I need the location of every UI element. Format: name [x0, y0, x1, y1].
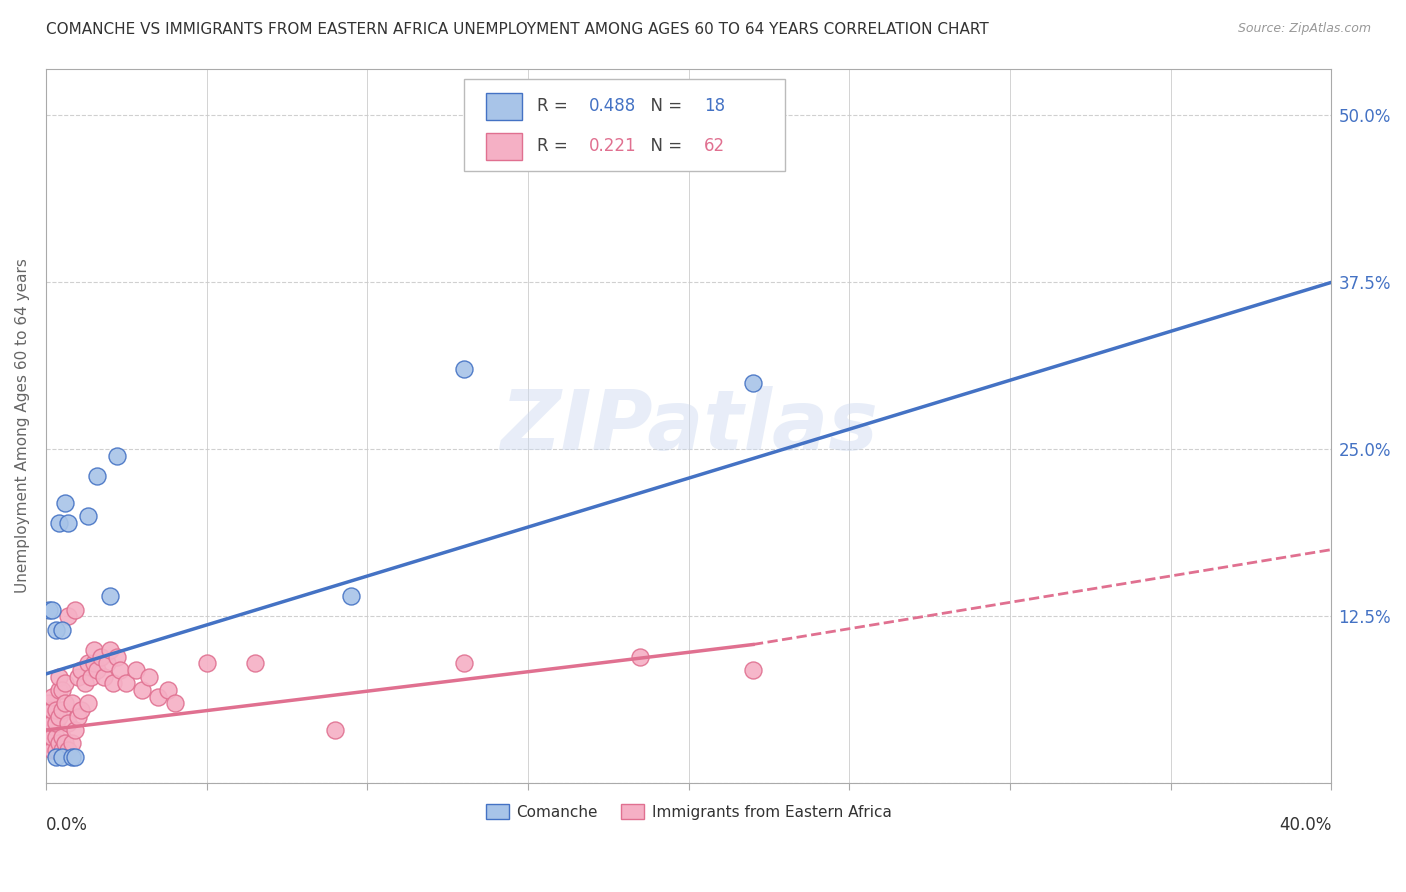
Point: [51, 730, 73, 744]
Point: [51, 703, 73, 717]
Point: [38, 736, 60, 750]
Point: [73, 676, 96, 690]
Text: 0.0%: 0.0%: [46, 815, 87, 834]
Text: 0.488: 0.488: [589, 97, 636, 115]
Point: [48, 736, 70, 750]
FancyBboxPatch shape: [464, 79, 785, 170]
Point: [630, 649, 652, 664]
Text: ZIPatlas: ZIPatlas: [499, 385, 877, 467]
Point: [45, 716, 67, 731]
Point: [45, 743, 67, 757]
Point: [41, 730, 63, 744]
Point: [90, 649, 112, 664]
Point: [48, 516, 70, 530]
Point: [41, 603, 63, 617]
Point: [195, 657, 218, 671]
Point: [53, 676, 76, 690]
Text: R =: R =: [537, 137, 574, 155]
Point: [45, 749, 67, 764]
Point: [105, 449, 128, 463]
Point: [48, 682, 70, 697]
Point: [163, 696, 186, 710]
Point: [63, 723, 86, 737]
Point: [70, 703, 93, 717]
Point: [58, 716, 80, 731]
Point: [103, 676, 125, 690]
Text: COMANCHE VS IMMIGRANTS FROM EASTERN AFRICA UNEMPLOYMENT AMONG AGES 60 TO 64 YEAR: COMANCHE VS IMMIGRANTS FROM EASTERN AFRI…: [46, 22, 990, 37]
Text: 62: 62: [704, 137, 725, 155]
Point: [51, 743, 73, 757]
Point: [45, 730, 67, 744]
Point: [105, 649, 128, 664]
Bar: [485, 93, 522, 120]
Text: Source: ZipAtlas.com: Source: ZipAtlas.com: [1237, 22, 1371, 36]
Point: [38, 723, 60, 737]
Point: [80, 669, 103, 683]
Point: [70, 663, 93, 677]
Point: [115, 676, 138, 690]
Point: [53, 696, 76, 710]
Legend: Comanche, Immigrants from Eastern Africa: Comanche, Immigrants from Eastern Africa: [479, 797, 897, 826]
Point: [58, 516, 80, 530]
Point: [76, 696, 98, 710]
Text: 0.221: 0.221: [589, 137, 636, 155]
Point: [86, 663, 108, 677]
Text: N =: N =: [640, 137, 688, 155]
Point: [45, 623, 67, 637]
Point: [60, 696, 83, 710]
Text: 18: 18: [704, 97, 725, 115]
Point: [38, 709, 60, 723]
Point: [148, 690, 170, 704]
Point: [243, 657, 266, 671]
Point: [98, 590, 121, 604]
Point: [453, 362, 475, 376]
Point: [340, 590, 363, 604]
Point: [60, 736, 83, 750]
Point: [48, 669, 70, 683]
Point: [58, 609, 80, 624]
Point: [41, 743, 63, 757]
Point: [83, 643, 105, 657]
Point: [41, 690, 63, 704]
Point: [45, 703, 67, 717]
Point: [453, 657, 475, 671]
Text: 40.0%: 40.0%: [1279, 815, 1331, 834]
Point: [67, 669, 90, 683]
Point: [98, 643, 121, 657]
Point: [53, 736, 76, 750]
Point: [138, 669, 160, 683]
Point: [41, 703, 63, 717]
Point: [157, 682, 180, 697]
Point: [108, 663, 131, 677]
Text: R =: R =: [537, 97, 574, 115]
Point: [51, 623, 73, 637]
Point: [323, 723, 346, 737]
Point: [76, 657, 98, 671]
Point: [96, 657, 118, 671]
Point: [53, 496, 76, 510]
Point: [67, 709, 90, 723]
Point: [41, 716, 63, 731]
Point: [58, 743, 80, 757]
Point: [51, 682, 73, 697]
Point: [63, 603, 86, 617]
Point: [125, 663, 148, 677]
Point: [86, 469, 108, 483]
Point: [76, 509, 98, 524]
Point: [51, 749, 73, 764]
Point: [742, 376, 765, 390]
Point: [48, 709, 70, 723]
Y-axis label: Unemployment Among Ages 60 to 64 years: Unemployment Among Ages 60 to 64 years: [15, 259, 30, 593]
Bar: [485, 133, 522, 160]
Point: [742, 663, 765, 677]
Point: [38, 603, 60, 617]
Point: [83, 657, 105, 671]
Point: [131, 682, 153, 697]
Text: N =: N =: [640, 97, 688, 115]
Point: [63, 749, 86, 764]
Point: [93, 669, 115, 683]
Point: [60, 749, 83, 764]
Point: [38, 696, 60, 710]
